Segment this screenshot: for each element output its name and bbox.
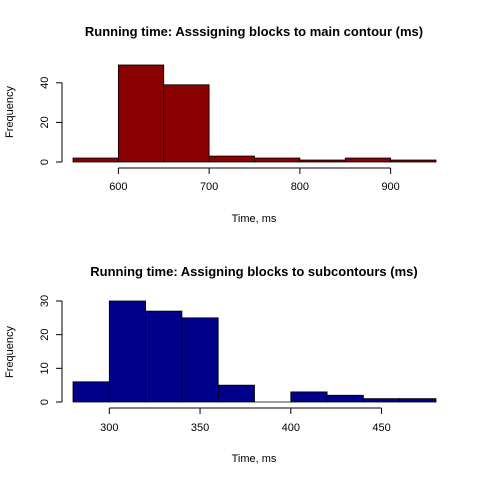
histogram-bar-main-contour — [72, 157, 119, 163]
chart-title-main-contour: Running time: Asssigning blocks to main … — [85, 24, 423, 39]
y-tick-label-subcontours: 20 — [39, 329, 51, 341]
y-tick-label-subcontours: 30 — [39, 295, 51, 307]
y-axis-label-subcontours: Frequency — [4, 326, 16, 378]
panel-main-contour: Running time: Asssigning blocks to main … — [4, 24, 437, 225]
panel-subcontours: Running time: Assigning blocks to subcon… — [4, 264, 437, 465]
histogram-bar-subcontours — [217, 384, 255, 403]
x-tick-label-subcontours: 300 — [100, 422, 118, 434]
histogram-bar-main-contour — [163, 84, 210, 163]
histogram-bar-main-contour — [390, 159, 437, 163]
histogram-bar-subcontours — [362, 398, 401, 403]
x-tick-label-subcontours: 400 — [282, 422, 300, 434]
x-tick-label-main-contour: 600 — [109, 181, 127, 193]
histogram-bar-subcontours — [108, 300, 147, 403]
histogram-bar-subcontours — [181, 317, 219, 403]
y-tick-label-main-contour: 20 — [39, 116, 51, 128]
histogram-bar-subcontours — [290, 391, 328, 403]
x-axis-label-main-contour: Time, ms — [232, 213, 277, 225]
x-tick-label-main-contour: 800 — [291, 181, 309, 193]
y-tick-label-subcontours: 10 — [39, 362, 51, 374]
histogram-bar-main-contour — [254, 157, 301, 163]
x-tick-label-subcontours: 350 — [191, 422, 209, 434]
y-tick-label-main-contour: 40 — [39, 77, 51, 89]
histogram-bar-main-contour — [208, 155, 255, 163]
y-tick-label-subcontours: 0 — [39, 399, 51, 405]
x-axis-label-subcontours: Time, ms — [232, 453, 277, 465]
x-tick-label-main-contour: 900 — [381, 181, 399, 193]
histogram-bar-main-contour — [117, 64, 165, 163]
y-tick-label-main-contour: 0 — [39, 159, 51, 165]
histogram-bar-main-contour — [344, 157, 392, 163]
histogram-bar-subcontours — [145, 310, 183, 403]
y-axis-label-main-contour: Frequency — [4, 86, 16, 138]
x-tick-label-subcontours: 450 — [372, 422, 390, 434]
x-tick-label-main-contour: 700 — [200, 181, 218, 193]
histogram-bar-subcontours — [72, 381, 110, 403]
histogram-bar-main-contour — [299, 159, 346, 163]
histogram-bar-subcontours — [326, 394, 364, 403]
chart-title-subcontours: Running time: Assigning blocks to subcon… — [90, 264, 417, 279]
histogram-bar-subcontours — [399, 398, 437, 403]
